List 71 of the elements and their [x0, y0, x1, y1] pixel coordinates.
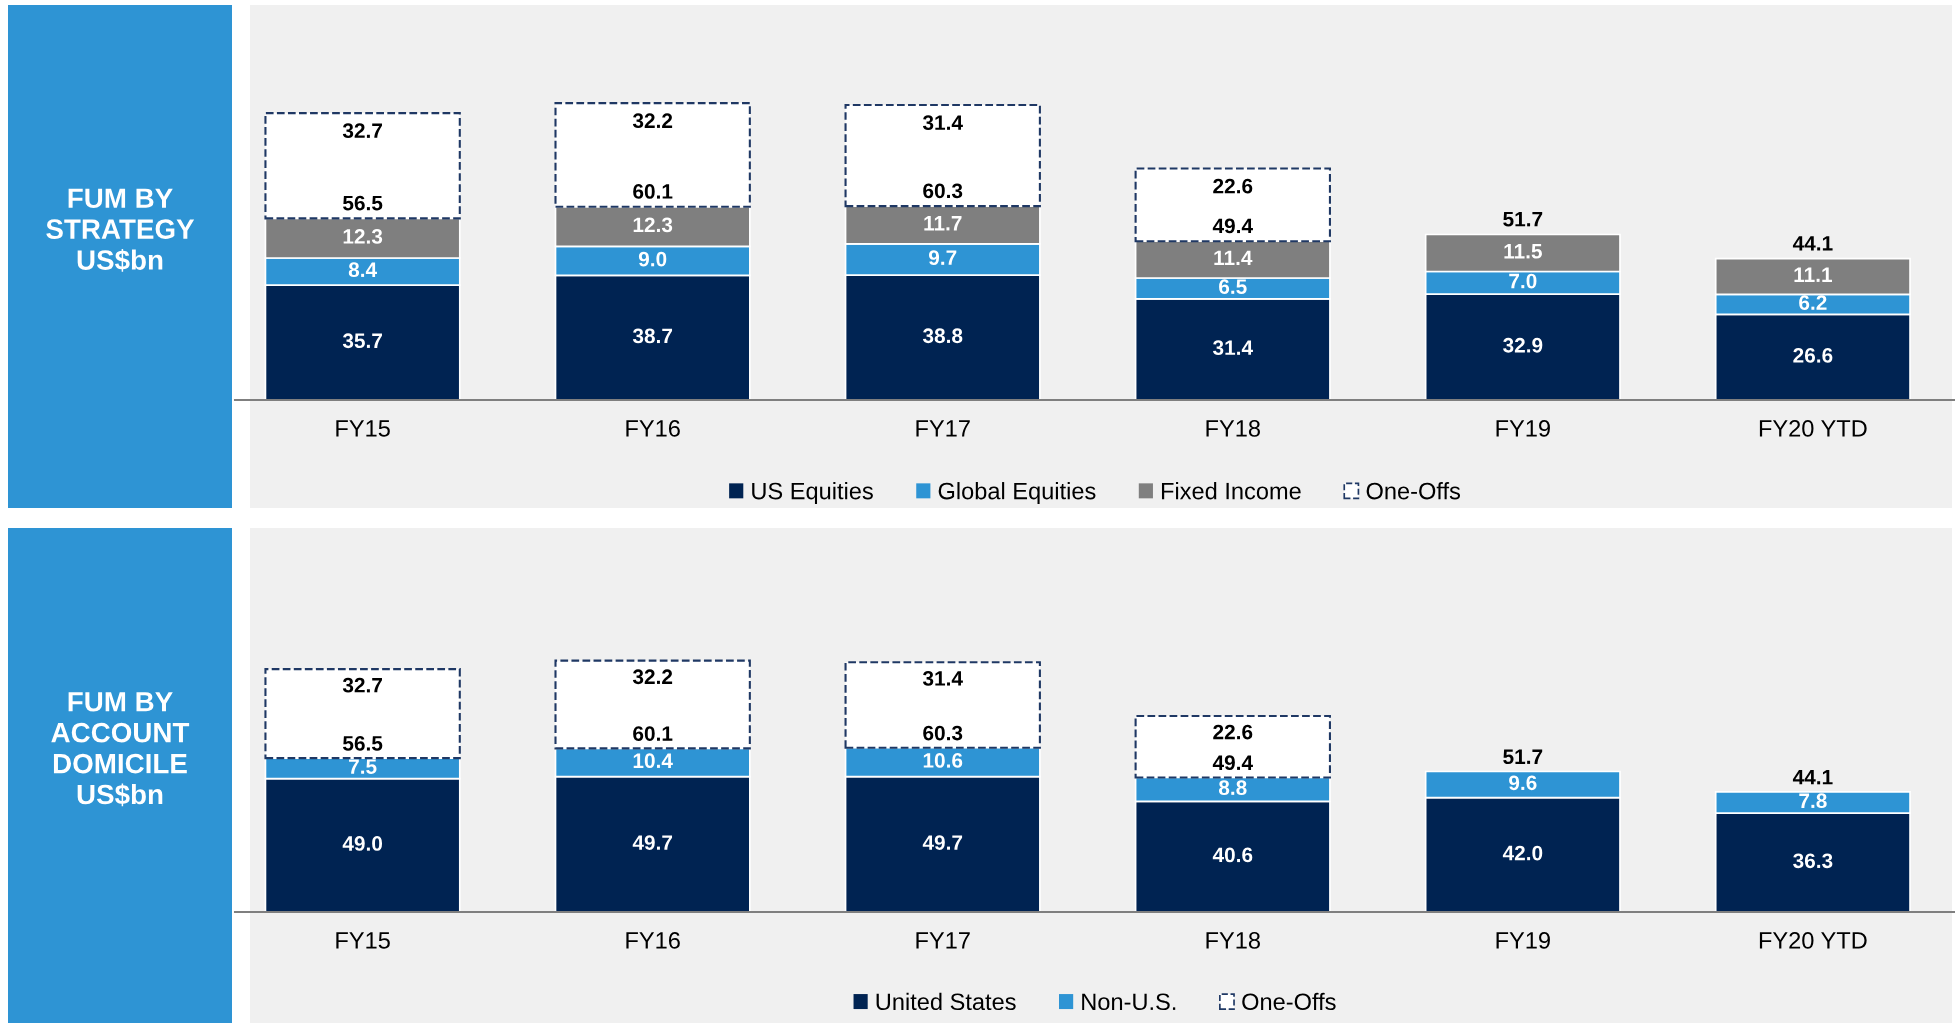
data-label: 8.8	[1218, 780, 1247, 796]
data-label: 22.6	[1213, 724, 1253, 740]
annotation: 60.3	[923, 183, 963, 199]
data-label: 36.3	[1793, 853, 1833, 869]
data-label: 9.7	[928, 250, 957, 266]
annotation: 60.3	[923, 725, 963, 741]
legend-label: US Equities	[752, 482, 873, 505]
text: FUM BY STRATEGY US$bn	[46, 188, 195, 272]
data-label: 6.5	[1219, 279, 1247, 295]
data-label: 9.6	[1509, 775, 1537, 791]
legend-label: Non-U.S.	[1082, 993, 1176, 1011]
data-label: 35.7	[342, 333, 382, 349]
data-label: 32.7	[342, 123, 382, 139]
x-tick-label: FY17	[916, 420, 970, 437]
legend-label: Global Equities	[938, 482, 1096, 505]
data-label: 32.9	[1503, 337, 1543, 353]
data-label: 31.4	[922, 115, 963, 131]
x-tick-label: FY20 YTD	[1759, 932, 1867, 949]
x-tick-label: FY15	[336, 932, 390, 949]
data-label: 10.4	[633, 753, 673, 769]
x-tick-label: FY16	[626, 420, 680, 437]
data-label: 7.5	[349, 759, 377, 774]
data-label: 31.4	[1212, 340, 1253, 356]
x-tick-label: FY18	[1206, 932, 1260, 949]
data-label: 9.0	[638, 251, 667, 267]
x-tick-label: FY19	[1496, 932, 1550, 949]
annotation: 51.7	[1503, 211, 1543, 227]
data-label: 26.6	[1793, 348, 1833, 363]
data-label: 49.7	[632, 835, 673, 850]
data-label: 32.2	[632, 669, 673, 685]
data-label: 11.5	[1504, 244, 1542, 259]
annotation: 51.7	[1503, 749, 1543, 765]
annotation: 44.1	[1792, 236, 1833, 251]
x-tick-label: FY20 YTD	[1759, 420, 1867, 437]
data-label: 22.6	[1213, 178, 1253, 194]
data-label: 12.3	[633, 217, 673, 233]
data-label: 38.8	[922, 328, 963, 344]
legend-label: United States	[876, 992, 1016, 1011]
data-label: 49.0	[342, 836, 383, 851]
data-label: 7.0	[1509, 273, 1537, 289]
x-tick-label: FY16	[626, 932, 680, 949]
annotation: 60.1	[633, 184, 673, 199]
annotation: 49.4	[1212, 218, 1253, 234]
text: FUM BY ACCOUNT DOMICILE US$bn	[51, 692, 190, 807]
annotation: 44.1	[1792, 769, 1833, 785]
data-label: 8.4	[348, 262, 377, 278]
x-tick-label: FY15	[336, 420, 390, 437]
annotation: 60.1	[633, 726, 673, 741]
data-label: 11.4	[1214, 250, 1253, 265]
data-label: 32.7	[342, 677, 382, 693]
data-label: 32.2	[632, 113, 673, 129]
annotation: 49.4	[1212, 755, 1253, 771]
data-label: 40.6	[1212, 847, 1253, 863]
data-label: 38.7	[632, 328, 673, 344]
data-label: 42.0	[1502, 845, 1543, 861]
x-tick-label: FY19	[1496, 420, 1550, 437]
legend-label: One-Offs	[1366, 482, 1461, 500]
annotation: 56.5	[342, 195, 383, 211]
legend-label: Fixed Income	[1161, 482, 1301, 500]
data-label: 12.3	[343, 229, 383, 244]
data-label: 7.8	[1799, 793, 1827, 809]
data-label: 10.6	[923, 753, 963, 768]
annotation: 56.5	[342, 736, 383, 751]
data-label: 31.4	[922, 671, 963, 686]
legend-label: One-Offs	[1242, 992, 1336, 1011]
data-label: 49.7	[922, 835, 963, 850]
data-label: 6.2	[1799, 295, 1827, 310]
data-label: 11.7	[924, 216, 962, 231]
x-tick-label: FY18	[1206, 420, 1260, 437]
data-label: 11.1	[1794, 267, 1832, 282]
x-tick-label: FY17	[916, 932, 970, 949]
